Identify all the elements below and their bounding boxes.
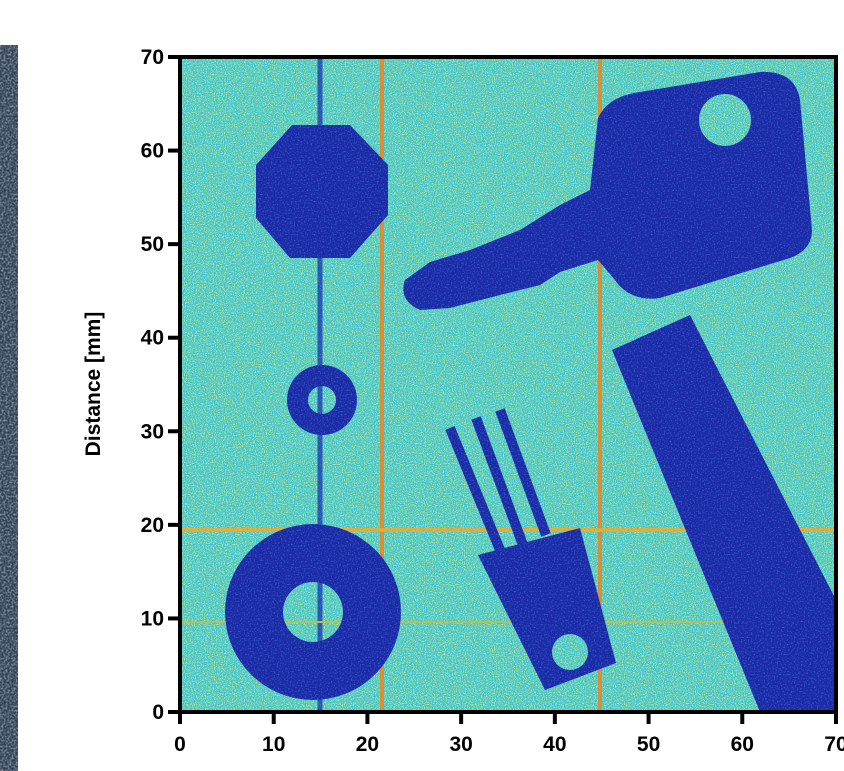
background-texture (0, 45, 18, 771)
y-tick-label: 60 (141, 140, 164, 163)
y-axis-label: Distance [mm] (82, 312, 105, 457)
x-tick-label: 50 (637, 733, 660, 756)
y-tick-label: 40 (141, 327, 164, 350)
x-tick-label: 20 (356, 733, 379, 756)
y-tick-label: 50 (141, 233, 164, 256)
y-tick-label: 10 (141, 607, 164, 630)
y-tick-label: 20 (141, 514, 164, 537)
y-tick-label: 30 (141, 420, 164, 443)
x-tick-label: 60 (731, 733, 754, 756)
plot-frame (178, 55, 838, 714)
x-tick-label: 0 (174, 733, 186, 756)
y-tick-label: 0 (152, 701, 164, 724)
image-speckle (180, 57, 836, 712)
x-tick-label: 10 (262, 733, 285, 756)
x-tick-label: 70 (824, 733, 844, 756)
x-tick-label: 30 (449, 733, 472, 756)
x-tick-label: 40 (543, 733, 566, 756)
xray-image (180, 57, 836, 712)
y-tick-label: 70 (141, 46, 164, 69)
